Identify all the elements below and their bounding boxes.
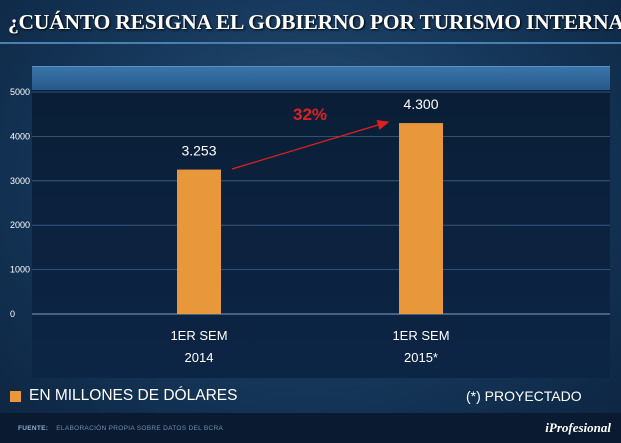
x-category-label: 1ER SEM — [392, 328, 449, 343]
bar-value-label: 4.300 — [403, 96, 438, 112]
legend: EN MILLONES DE DÓLARES — [10, 386, 237, 406]
legend-swatch — [10, 390, 21, 402]
source-line: FUENTE: ELABORACIÓN PROPIA SOBRE DATOS DE… — [18, 425, 223, 432]
legend-label: EN MILLONES DE DÓLARES — [29, 387, 238, 404]
footer: FUENTE: ELABORACIÓN PROPIA SOBRE DATOS DE… — [0, 413, 621, 443]
bar — [399, 123, 443, 314]
plot-area — [32, 90, 610, 378]
source-label: FUENTE: — [18, 425, 49, 432]
y-tick-label: 5000 — [10, 87, 30, 97]
growth-arrow — [231, 120, 390, 170]
growth-percentage-label: 32% — [293, 105, 327, 124]
brand-logo: iProfesional — [545, 420, 611, 435]
chart-header-band — [32, 66, 610, 91]
y-tick-label: 0 — [10, 309, 15, 319]
page-title: ¿CUÁNTO RESIGNA EL GOBIERNO POR TURISMO … — [8, 10, 621, 34]
x-category-label: 2015* — [404, 350, 438, 365]
y-tick-label: 3000 — [10, 176, 30, 186]
title-divider — [0, 42, 621, 44]
source-text: ELABORACIÓN PROPIA SOBRE DATOS DEL BCRA — [56, 425, 224, 432]
bar-value-label: 3.253 — [181, 143, 216, 159]
y-tick-label: 1000 — [10, 265, 30, 275]
y-tick-label: 4000 — [10, 131, 30, 141]
projection-note: (*) PROYECTADO — [466, 388, 582, 404]
x-category-label: 2014 — [185, 350, 214, 365]
y-tick-label: 2000 — [10, 220, 30, 230]
x-category-label: 1ER SEM — [170, 328, 227, 343]
bar — [177, 169, 221, 314]
